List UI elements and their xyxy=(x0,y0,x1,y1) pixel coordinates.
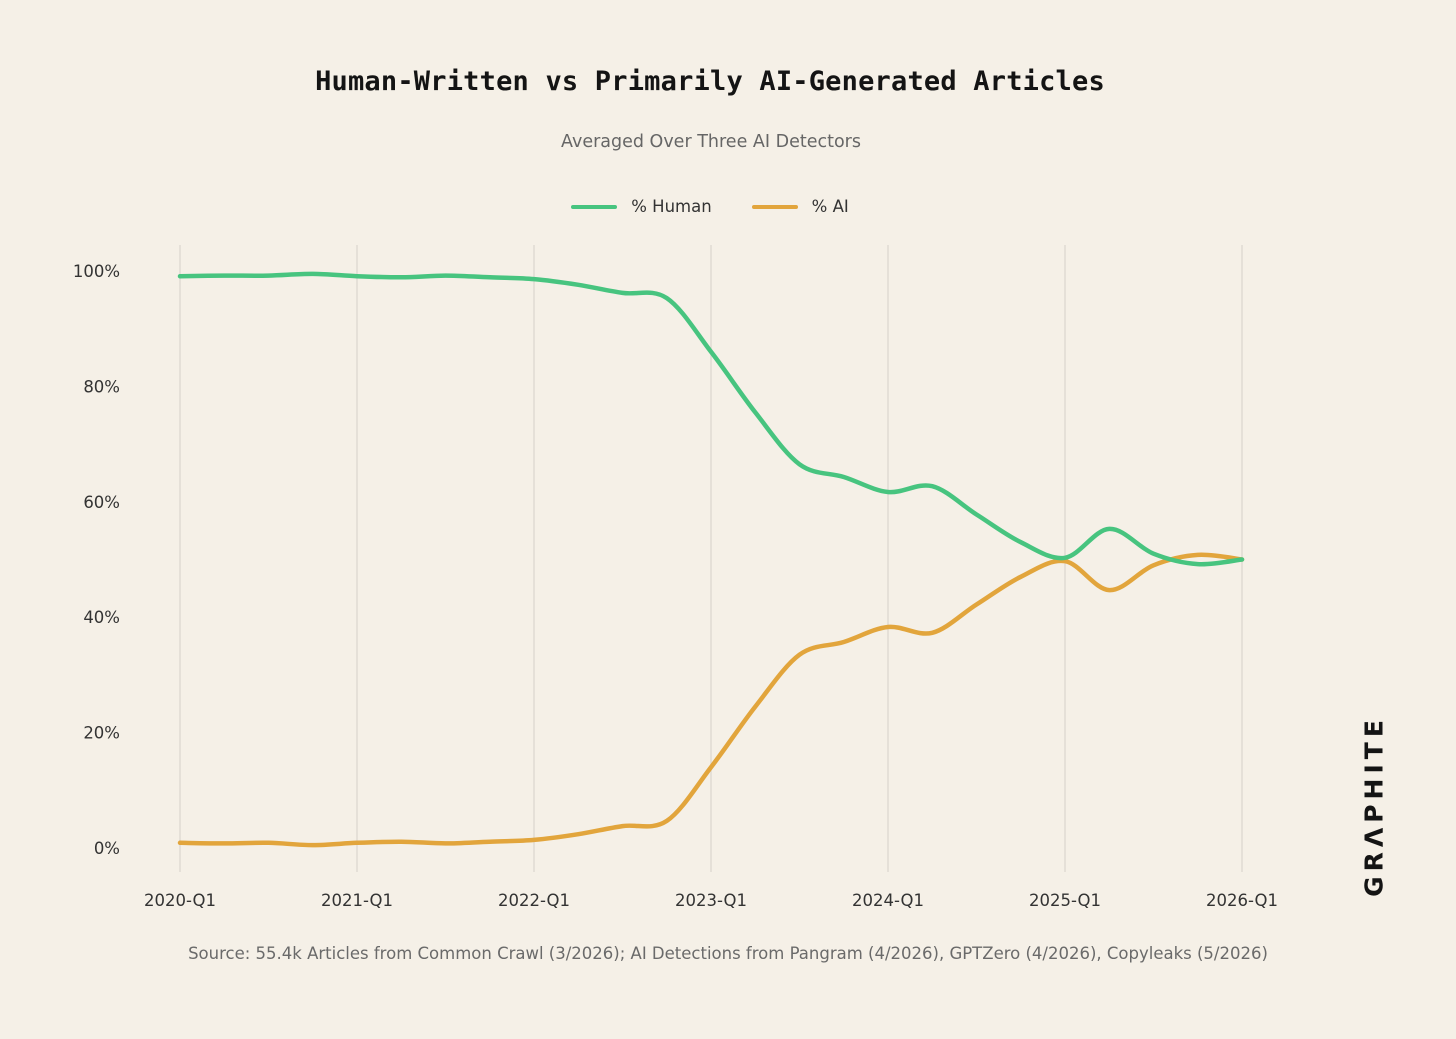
series-lines xyxy=(177,271,1245,848)
x-tick-label: 2022-Q1 xyxy=(498,891,570,910)
x-tick-label: 2023-Q1 xyxy=(675,891,747,910)
y-tick-label: 60% xyxy=(83,493,120,512)
source-note: Source: 55.4k Articles from Common Crawl… xyxy=(188,944,1268,963)
y-tick-label: 0% xyxy=(94,839,120,858)
legend-swatch-ai xyxy=(751,204,798,209)
legend-item-human: % Human xyxy=(571,197,712,216)
grid-lines xyxy=(179,245,1243,872)
y-tick-label: 100% xyxy=(73,262,120,281)
legend: % Human % AI xyxy=(0,197,1420,216)
legend-label-ai: % AI xyxy=(811,197,849,216)
chart-title: Human-Written vs Primarily AI-Generated … xyxy=(315,66,1105,97)
x-tick-label: 2024-Q1 xyxy=(852,891,924,910)
chart-subtitle: Averaged Over Three AI Detectors xyxy=(561,132,861,152)
x-tick-label: 2020-Q1 xyxy=(144,891,216,910)
y-tick-label: 40% xyxy=(83,608,120,627)
x-tick-label: 2026-Q1 xyxy=(1206,891,1278,910)
graphite-logo: GRΛPHITE xyxy=(1359,715,1389,897)
x-tick-label: 2025-Q1 xyxy=(1029,891,1101,910)
y-tick-label: 80% xyxy=(83,377,120,396)
y-tick-label: 20% xyxy=(83,724,120,743)
x-axis-ticks: 2020-Q1 2021-Q1 2022-Q1 2023-Q1 2024-Q1 2025-… xyxy=(144,891,1278,910)
y-axis-ticks: 0% 20% 40% 60% 80% 100% xyxy=(73,262,120,858)
x-tick-label: 2021-Q1 xyxy=(321,891,393,910)
legend-label-human: % Human xyxy=(631,197,712,216)
series-line-ai xyxy=(177,552,1245,848)
series-line-human xyxy=(177,271,1245,567)
legend-swatch-human xyxy=(571,204,618,209)
legend-item-ai: % AI xyxy=(751,197,849,216)
